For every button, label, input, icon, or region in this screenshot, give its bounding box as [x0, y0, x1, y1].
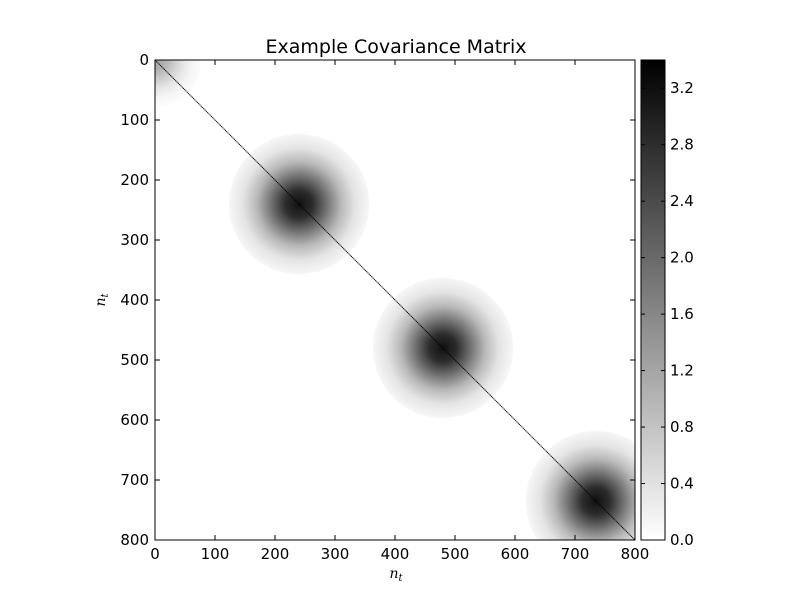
y-tick-label: 800	[120, 531, 149, 549]
diagonal-line	[155, 60, 635, 540]
axes: 0 100 200 300 400 500 600 700 800010020030040050…	[120, 51, 649, 563]
colorbar-tick-label: 0.0	[670, 531, 694, 549]
x-axis-label: nt	[389, 566, 403, 584]
colorbar-tick-label: 2.0	[670, 249, 694, 267]
colorbar-tick-label: 0.8	[670, 418, 694, 436]
chart-title: Example Covariance Matrix	[265, 36, 526, 58]
y-tick-label: 500	[120, 351, 149, 369]
colorbar: 0.0 0.4 0.8 1.2 1.6 2.0 2.4 2.8 3.2	[640, 59, 694, 549]
y-tick-label: 400	[120, 291, 149, 309]
x-tick-label: 300	[321, 545, 350, 563]
colorbar-tick-label: 2.8	[670, 136, 694, 154]
x-tick-label: 500	[441, 545, 470, 563]
heatmap-plot	[154, 59, 636, 541]
x-tick-label: 700	[561, 545, 590, 563]
x-tick-label: 100	[201, 545, 230, 563]
y-tick-label: 700	[120, 471, 149, 489]
colorbar-tick-label: 1.2	[670, 362, 694, 380]
y-tick-label: 100	[120, 111, 149, 129]
colorbar-tick-label: 1.6	[670, 305, 694, 323]
x-tick-label: 400	[381, 545, 410, 563]
colorbar-tick-label: 2.4	[670, 192, 694, 210]
colorbar-tick-label: 0.4	[670, 475, 694, 493]
y-tick-label: 0	[139, 51, 149, 69]
y-tick-label: 600	[120, 411, 149, 429]
y-axis-label: nt	[93, 293, 111, 307]
x-tick-label: 600	[501, 545, 530, 563]
colorbar-tick-label: 3.2	[670, 79, 694, 97]
x-tick-label: 800	[621, 545, 650, 563]
y-tick-label: 200	[120, 171, 149, 189]
y-tick-label: 300	[120, 231, 149, 249]
colorbar-gradient	[640, 59, 666, 541]
x-tick-label: 200	[261, 545, 290, 563]
x-tick-label: 0	[150, 545, 160, 563]
